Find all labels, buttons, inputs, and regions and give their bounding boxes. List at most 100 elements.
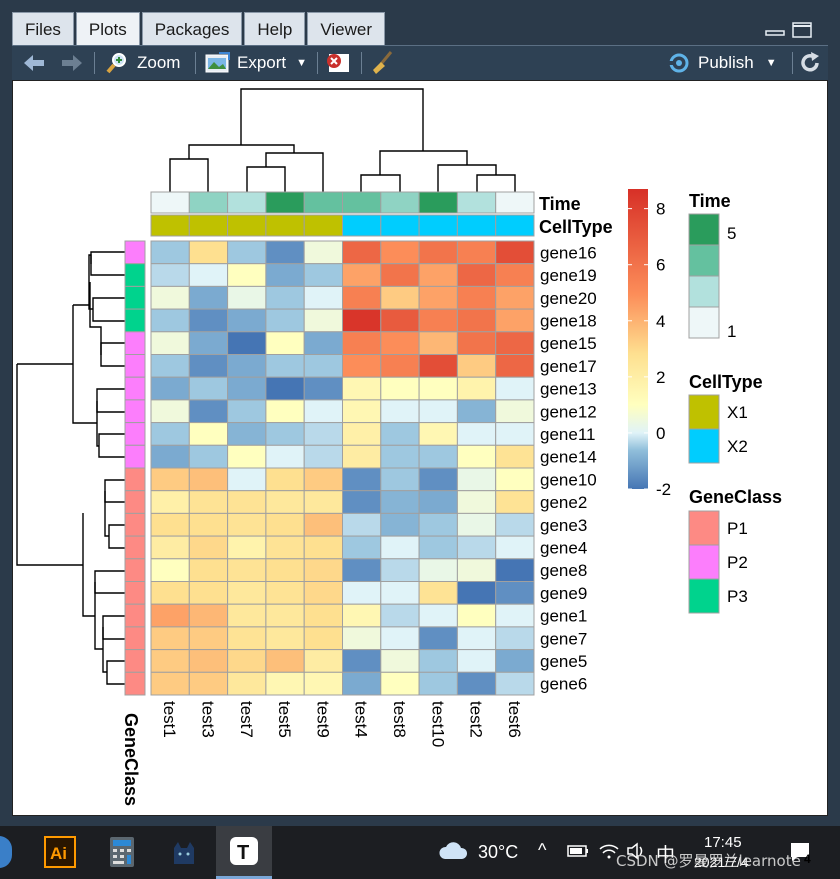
clock-date[interactable]: 2021/7/4 xyxy=(694,854,749,870)
colorbar-tick-label: -2 xyxy=(656,480,671,499)
tab-help[interactable]: Help xyxy=(244,12,306,45)
typora-app-tab[interactable]: T xyxy=(216,826,272,879)
heatmap-cell xyxy=(495,331,535,356)
heatmap-cell xyxy=(188,263,229,287)
heatmap-cell xyxy=(303,331,344,356)
tab-files[interactable]: Files xyxy=(12,12,74,45)
battery-icon[interactable] xyxy=(566,843,590,859)
heatmap-cell xyxy=(456,671,497,696)
heatmap-cell xyxy=(265,626,305,651)
cat-app-icon[interactable] xyxy=(168,836,200,868)
tab-packages[interactable]: Packages xyxy=(141,12,243,45)
celltype-annotation xyxy=(150,214,535,237)
heatmap-cell xyxy=(342,649,382,673)
heatmap-cell xyxy=(495,240,535,265)
illustrator-app-icon[interactable]: Ai xyxy=(44,836,76,868)
heatmap-cell xyxy=(265,444,305,469)
gene-label: gene5 xyxy=(540,652,587,671)
remove-plot-button[interactable] xyxy=(325,46,351,80)
heatmap-cell xyxy=(265,399,305,424)
back-button[interactable] xyxy=(22,46,46,80)
heatmap-cell xyxy=(418,354,458,378)
heatmap-cell xyxy=(456,581,497,605)
export-dropdown[interactable]: Export ▼ xyxy=(205,46,307,80)
chevron-up-icon[interactable]: ^ xyxy=(538,840,547,860)
minimize-icon[interactable] xyxy=(764,22,786,38)
dendrogram-branch xyxy=(246,166,286,192)
heatmap-cell xyxy=(303,422,344,446)
dendrogram-branch xyxy=(240,88,424,151)
colorbar xyxy=(628,189,648,489)
wifi-icon[interactable] xyxy=(598,841,620,861)
notification-count: 4 xyxy=(804,852,811,866)
publish-dropdown[interactable]: Publish ▼ xyxy=(666,46,777,80)
gene-label: gene7 xyxy=(540,629,587,648)
dendrogram-branch xyxy=(72,305,97,424)
heatmap-cell xyxy=(456,467,497,492)
heatmap-cell xyxy=(495,263,535,287)
dendrogram-branch xyxy=(102,615,125,640)
celltype-legend-title: CellType xyxy=(689,372,763,392)
time-legend-swatch xyxy=(688,306,720,339)
heatmap-cell xyxy=(380,444,420,469)
heatmap-cell xyxy=(495,490,535,514)
gene-label: gene10 xyxy=(540,470,597,489)
heatmap-cell xyxy=(265,285,305,310)
refresh-button[interactable] xyxy=(798,46,822,80)
heatmap-cell xyxy=(342,671,382,696)
heatmap-cell xyxy=(188,376,229,401)
heatmap-cell xyxy=(380,240,420,265)
tab-viewer[interactable]: Viewer xyxy=(307,12,385,45)
heatmap-cell xyxy=(303,240,344,265)
heatmap-cell xyxy=(418,490,458,514)
clear-all-plots-button[interactable] xyxy=(369,46,395,80)
ime-indicator[interactable]: 中 xyxy=(656,844,676,866)
volume-icon[interactable] xyxy=(626,841,648,861)
notification-icon[interactable] xyxy=(788,840,812,864)
heatmap-cell xyxy=(150,240,190,265)
heatmap-cell xyxy=(495,467,535,492)
heatmap-plot: Time CellType GeneClass gene16gene19gene… xyxy=(16,88,782,806)
heatmap-cell xyxy=(188,308,229,333)
heatmap-cell xyxy=(150,671,190,696)
heatmap-cell xyxy=(418,603,458,628)
heatmap-cell xyxy=(342,263,382,287)
heatmap-cell xyxy=(380,285,420,310)
zoom-label: Zoom xyxy=(137,53,181,72)
dropdown-arrow-icon: ▼ xyxy=(296,57,308,69)
heatmap-cell xyxy=(380,399,420,424)
search-icon[interactable] xyxy=(0,836,12,868)
dendrogram-branch xyxy=(169,158,209,192)
heatmap-cell xyxy=(418,240,458,265)
geneclass-legend-label: P1 xyxy=(727,519,748,538)
heatmap-cell xyxy=(265,263,305,287)
heatmap-cell xyxy=(495,535,535,560)
heatmap-cell xyxy=(303,376,344,401)
celltype-annotation-cell xyxy=(227,214,267,237)
heatmap-cell xyxy=(150,331,190,356)
heatmap-cell xyxy=(227,535,267,560)
calculator-app-icon[interactable] xyxy=(106,836,138,868)
heatmap-cell xyxy=(342,535,382,560)
tab-plots[interactable]: Plots xyxy=(75,12,140,45)
zoom-button[interactable]: Zoom xyxy=(105,46,180,80)
geneclass-legend: GeneClass P1 P2 P3 xyxy=(688,487,782,614)
gene-label: gene12 xyxy=(540,402,597,421)
heatmap-cell xyxy=(265,308,305,333)
pane-tabs: Files Plots Packages Help Viewer xyxy=(12,12,385,45)
heatmap-cell xyxy=(150,558,190,582)
celltype-legend-swatch xyxy=(688,394,720,430)
heatmap-cell xyxy=(188,240,229,265)
forward-button[interactable] xyxy=(60,46,84,80)
maximize-icon[interactable] xyxy=(791,22,813,38)
heatmap-cell xyxy=(418,581,458,605)
clock-time[interactable]: 17:45 xyxy=(704,834,742,851)
weather-cloud-icon[interactable] xyxy=(438,838,468,864)
heatmap-cell xyxy=(418,444,458,469)
dendrogram-branch xyxy=(100,342,125,367)
heatmap-cell xyxy=(456,444,497,469)
heatmap-cell xyxy=(150,535,190,560)
celltype-annotation-cell xyxy=(303,214,344,237)
heatmap-cell xyxy=(495,285,535,310)
dendrogram-branch xyxy=(82,513,95,617)
